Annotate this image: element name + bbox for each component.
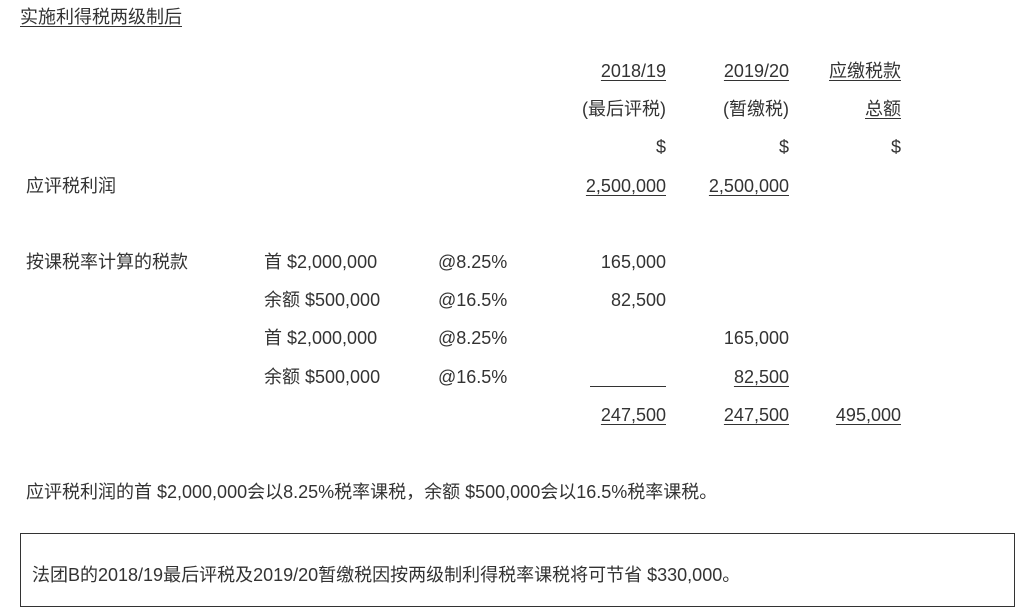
subtotal-rule <box>590 386 666 387</box>
row-rate: @16.5% <box>438 290 508 310</box>
summary-text: 法团B的2018/19最后评税及2019/20暂缴税因按两级制利得税率课税将可节… <box>32 565 741 585</box>
header-col1-type: (最后评税) <box>582 99 666 119</box>
total-col3: 495,000 <box>835 405 901 425</box>
row-col1: 165,000 <box>600 252 666 272</box>
row-desc: 首 $2,000,000 <box>264 328 378 348</box>
summary-box <box>20 533 1015 607</box>
assessable-profit-col2: 2,500,000 <box>708 176 789 196</box>
header-col3-currency: $ <box>890 137 901 157</box>
tax-calc-label: 按课税率计算的税款 <box>26 252 188 272</box>
total-col1: 247,500 <box>600 405 666 425</box>
header-col3-title: 应缴税款 <box>829 61 901 81</box>
assessable-profit-col1: 2,500,000 <box>585 176 666 196</box>
row-rate: @16.5% <box>438 367 508 387</box>
row-col2: 165,000 <box>723 328 789 348</box>
note-text: 应评税利润的首 $2,000,000会以8.25%税率课税，余额 $500,00… <box>26 482 718 502</box>
header-col1-year: 2018/19 <box>600 61 666 81</box>
page-title: 实施利得税两级制后 <box>20 7 182 27</box>
row-col1: 82,500 <box>610 290 666 310</box>
header-col2-type: (暂缴税) <box>723 99 789 119</box>
assessable-profit-label: 应评税利润 <box>26 176 116 196</box>
header-col2-currency: $ <box>778 137 789 157</box>
header-col3-subtitle: 总额 <box>865 99 901 119</box>
row-rate: @8.25% <box>438 252 508 272</box>
header-col1-currency: $ <box>655 137 666 157</box>
row-desc: 首 $2,000,000 <box>264 252 378 272</box>
header-col2-year: 2019/20 <box>723 61 789 81</box>
total-col2: 247,500 <box>723 405 789 425</box>
row-desc: 余额 $500,000 <box>264 367 381 387</box>
row-col2: 82,500 <box>733 367 789 387</box>
row-rate: @8.25% <box>438 328 508 348</box>
row-desc: 余额 $500,000 <box>264 290 381 310</box>
